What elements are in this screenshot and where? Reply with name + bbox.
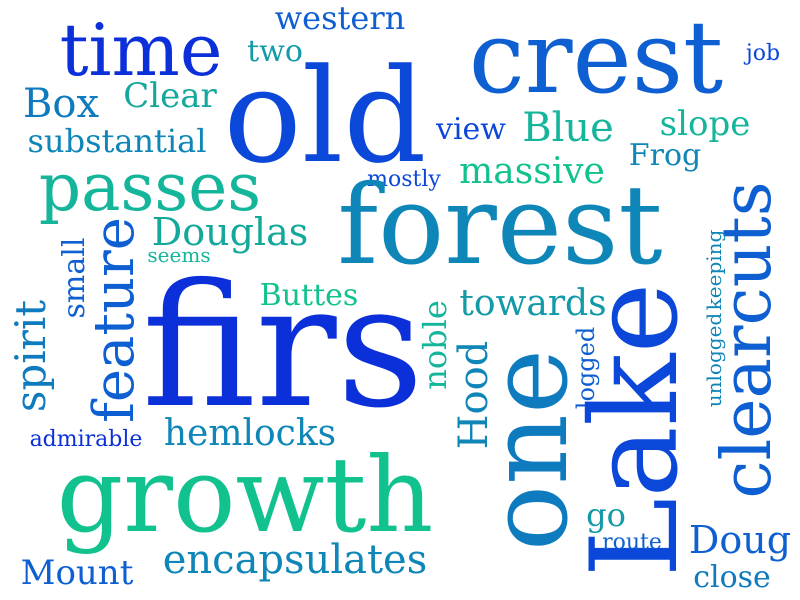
word-hemlocks: hemlocks (163, 413, 337, 454)
word-encapsulates: encapsulates (162, 537, 428, 583)
word-western: western (274, 0, 406, 37)
word-substantial: substantial (27, 122, 207, 160)
word-frog: Frog (628, 138, 702, 173)
word-two: two (247, 34, 303, 69)
word-seems: seems (147, 243, 211, 267)
word-unlogged: unlogged (702, 312, 726, 408)
word-go: go (586, 496, 626, 534)
word-mount: Mount (20, 553, 134, 593)
word-forest: forest (337, 161, 663, 289)
word-time: time (59, 8, 223, 92)
word-spirit: spirit (6, 299, 55, 413)
word-feature: feature (82, 217, 147, 423)
word-buttes: Buttes (259, 278, 359, 313)
word-crest: crest (468, 0, 724, 116)
word-close: close (693, 560, 771, 595)
word-keeping: keeping (702, 229, 726, 311)
word-doug: Doug (688, 518, 792, 562)
word-mostly: mostly (367, 167, 441, 192)
word-admirable: admirable (29, 427, 143, 452)
word-noble: noble (416, 300, 454, 390)
word-firs: firs (142, 248, 424, 446)
word-old: old (223, 40, 427, 192)
word-view: view (436, 112, 506, 147)
word-massive: massive (459, 151, 605, 192)
word-towards: towards (459, 283, 607, 324)
word-blue: Blue (522, 105, 614, 151)
word-slope: slope (659, 104, 751, 144)
word-job: job (745, 41, 781, 66)
word-box: Box (22, 81, 100, 127)
word-growth: growth (56, 434, 434, 556)
word-douglas: Douglas (151, 210, 309, 254)
word-passes: passes (38, 149, 262, 226)
word-route: route (602, 530, 662, 555)
word-clear: Clear (123, 76, 217, 116)
